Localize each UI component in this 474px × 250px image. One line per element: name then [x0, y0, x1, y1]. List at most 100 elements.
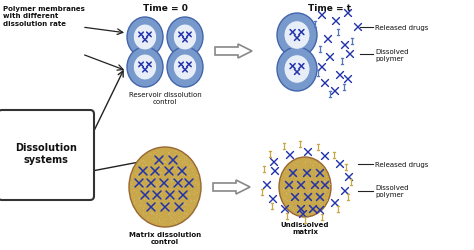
Point — [312, 210, 319, 214]
Point — [164, 200, 172, 204]
Point — [309, 163, 317, 167]
Point — [171, 167, 178, 171]
Point — [151, 164, 158, 168]
Point — [303, 206, 310, 210]
Point — [140, 196, 148, 200]
Point — [155, 174, 163, 178]
Point — [323, 188, 330, 192]
Point — [297, 196, 304, 200]
Point — [187, 187, 195, 191]
Point — [281, 196, 288, 200]
Point — [325, 181, 332, 185]
Point — [305, 188, 313, 192]
Point — [128, 182, 135, 186]
Text: Dissolved
polymer: Dissolved polymer — [375, 48, 409, 61]
Point — [184, 178, 192, 182]
Point — [173, 160, 181, 164]
Point — [193, 191, 201, 195]
Point — [303, 158, 310, 162]
Point — [134, 179, 141, 183]
Point — [191, 200, 199, 203]
Point — [155, 162, 163, 166]
Point — [297, 170, 304, 174]
Point — [142, 163, 150, 167]
Point — [182, 178, 190, 182]
Point — [309, 188, 316, 192]
Point — [134, 168, 142, 172]
Point — [289, 206, 297, 210]
Point — [164, 151, 172, 155]
Point — [301, 177, 309, 181]
Point — [162, 167, 169, 171]
Point — [301, 203, 308, 207]
Point — [167, 176, 175, 180]
Point — [168, 170, 175, 174]
Point — [191, 191, 198, 195]
Point — [295, 196, 303, 200]
Point — [312, 180, 319, 184]
Point — [299, 181, 306, 185]
Point — [279, 187, 286, 191]
Point — [167, 203, 174, 207]
Point — [295, 188, 303, 192]
Point — [140, 206, 147, 210]
Point — [295, 171, 302, 175]
Point — [145, 189, 153, 193]
Point — [167, 180, 174, 184]
Point — [157, 151, 164, 155]
Point — [147, 211, 155, 215]
Point — [168, 200, 176, 204]
Point — [306, 200, 313, 204]
Point — [180, 172, 187, 176]
Ellipse shape — [167, 18, 203, 58]
Ellipse shape — [127, 48, 163, 88]
Point — [315, 172, 322, 176]
Point — [304, 171, 312, 175]
Point — [295, 165, 303, 169]
Point — [139, 210, 147, 214]
Point — [181, 206, 188, 210]
Point — [129, 188, 137, 192]
Point — [136, 161, 143, 165]
Point — [146, 181, 153, 185]
Point — [324, 183, 332, 187]
Point — [296, 184, 303, 188]
Point — [289, 193, 297, 197]
Point — [181, 170, 189, 174]
Point — [141, 160, 148, 164]
Point — [171, 220, 179, 224]
Point — [145, 196, 153, 200]
Point — [136, 196, 143, 200]
Point — [158, 191, 166, 195]
Point — [152, 189, 159, 193]
Point — [136, 196, 143, 200]
Point — [134, 178, 141, 182]
Point — [171, 215, 179, 219]
Point — [300, 173, 307, 177]
Point — [318, 196, 326, 200]
Point — [185, 164, 193, 168]
Point — [281, 170, 288, 174]
Point — [170, 182, 177, 186]
Point — [148, 208, 156, 212]
Point — [180, 211, 188, 215]
Point — [163, 183, 170, 187]
Point — [170, 198, 178, 202]
Point — [182, 163, 190, 167]
Point — [145, 170, 152, 174]
Point — [153, 164, 160, 168]
Point — [323, 198, 330, 202]
Point — [284, 186, 292, 190]
Point — [167, 216, 175, 220]
Point — [279, 186, 287, 190]
Point — [313, 198, 321, 202]
Point — [182, 157, 190, 161]
Point — [165, 197, 173, 201]
Point — [153, 187, 160, 191]
Point — [136, 184, 143, 188]
Point — [184, 170, 192, 173]
Point — [315, 193, 322, 197]
Point — [155, 218, 163, 222]
Point — [161, 179, 168, 183]
Point — [147, 171, 155, 175]
